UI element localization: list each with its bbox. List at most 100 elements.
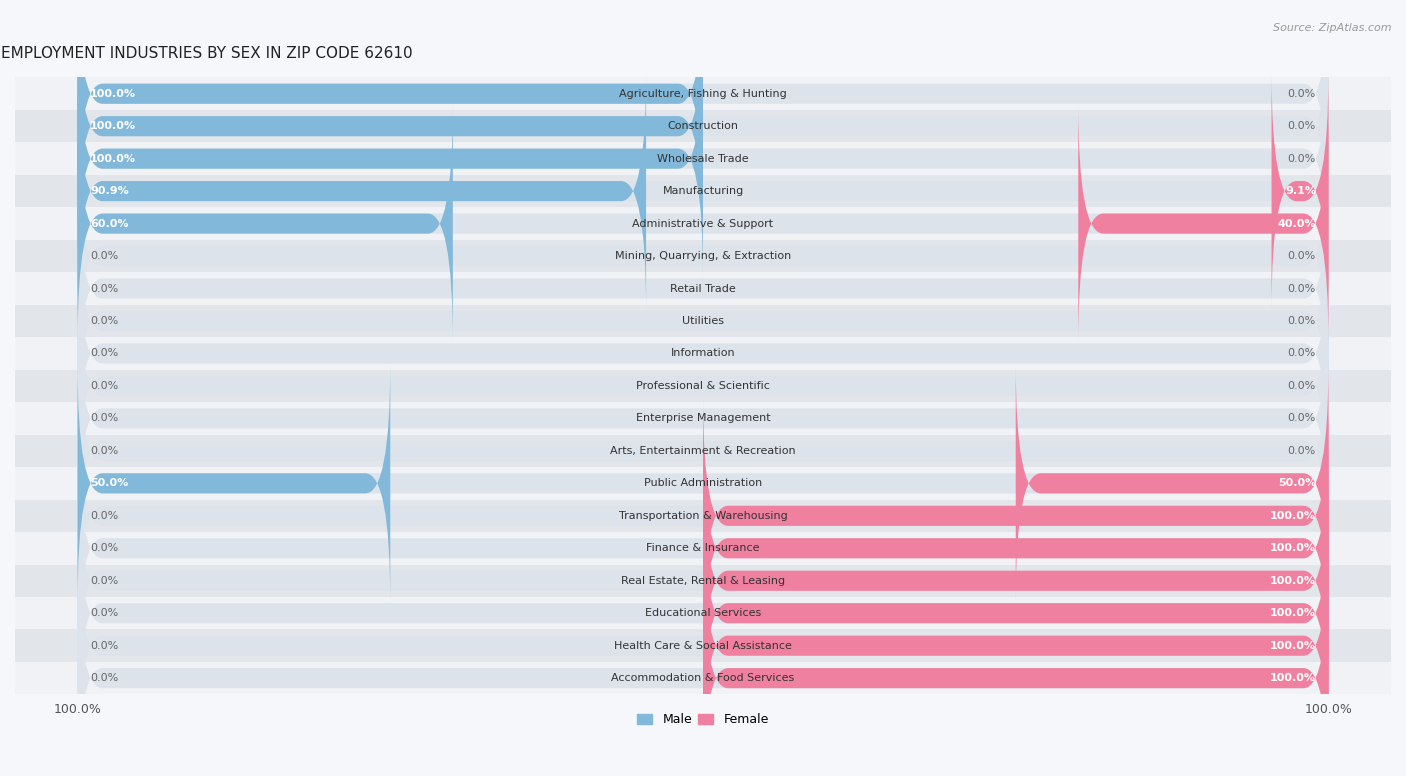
Text: 100.0%: 100.0% [90,154,136,164]
Text: 0.0%: 0.0% [90,543,118,553]
Text: Administrative & Support: Administrative & Support [633,219,773,229]
Text: Construction: Construction [668,121,738,131]
Text: 50.0%: 50.0% [90,478,128,488]
Bar [15,338,1391,369]
Bar [15,110,1391,143]
Bar [15,207,1391,240]
Text: 0.0%: 0.0% [90,608,118,618]
Bar [15,240,1391,272]
FancyBboxPatch shape [703,461,1329,701]
FancyBboxPatch shape [77,234,1329,473]
Bar [15,500,1391,532]
Text: Finance & Insurance: Finance & Insurance [647,543,759,553]
FancyBboxPatch shape [1078,104,1329,344]
Text: Wholesale Trade: Wholesale Trade [657,154,749,164]
Bar [15,662,1391,695]
Text: Source: ZipAtlas.com: Source: ZipAtlas.com [1274,23,1392,33]
Bar [15,467,1391,500]
Text: Manufacturing: Manufacturing [662,186,744,196]
FancyBboxPatch shape [703,428,1329,668]
Legend: Male, Female: Male, Female [633,708,773,731]
Text: Transportation & Warehousing: Transportation & Warehousing [619,511,787,521]
Text: 0.0%: 0.0% [1288,316,1316,326]
Text: Agriculture, Fishing & Hunting: Agriculture, Fishing & Hunting [619,88,787,99]
Text: Mining, Quarrying, & Extraction: Mining, Quarrying, & Extraction [614,251,792,261]
FancyBboxPatch shape [1271,71,1329,311]
FancyBboxPatch shape [77,137,1329,376]
Text: 100.0%: 100.0% [1270,511,1316,521]
Text: 0.0%: 0.0% [90,641,118,651]
Text: 0.0%: 0.0% [1288,414,1316,424]
Text: 0.0%: 0.0% [90,673,118,683]
Text: 0.0%: 0.0% [1288,283,1316,293]
Text: Utilities: Utilities [682,316,724,326]
FancyBboxPatch shape [703,396,1329,636]
Text: 0.0%: 0.0% [1288,251,1316,261]
FancyBboxPatch shape [77,104,453,344]
FancyBboxPatch shape [77,0,1329,213]
Text: Arts, Entertainment & Recreation: Arts, Entertainment & Recreation [610,446,796,456]
Bar [15,305,1391,338]
Text: 0.0%: 0.0% [90,283,118,293]
Bar [15,78,1391,110]
Text: 90.9%: 90.9% [90,186,129,196]
FancyBboxPatch shape [77,526,1329,765]
Text: 0.0%: 0.0% [90,576,118,586]
Bar [15,564,1391,597]
Bar [15,272,1391,305]
FancyBboxPatch shape [77,428,1329,668]
Text: 0.0%: 0.0% [1288,381,1316,391]
Text: 40.0%: 40.0% [1278,219,1316,229]
Text: Educational Services: Educational Services [645,608,761,618]
FancyBboxPatch shape [77,331,1329,570]
Text: Professional & Scientific: Professional & Scientific [636,381,770,391]
Bar [15,435,1391,467]
Bar [15,532,1391,564]
Text: Real Estate, Rental & Leasing: Real Estate, Rental & Leasing [621,576,785,586]
Text: 100.0%: 100.0% [90,88,136,99]
Bar [15,597,1391,629]
FancyBboxPatch shape [77,461,1329,701]
Text: 0.0%: 0.0% [1288,446,1316,456]
Text: 0.0%: 0.0% [90,251,118,261]
Text: Retail Trade: Retail Trade [671,283,735,293]
Text: 9.1%: 9.1% [1285,186,1316,196]
FancyBboxPatch shape [703,559,1329,776]
Text: 100.0%: 100.0% [90,121,136,131]
Text: 100.0%: 100.0% [1270,576,1316,586]
FancyBboxPatch shape [77,363,391,603]
FancyBboxPatch shape [77,299,1329,539]
FancyBboxPatch shape [77,363,1329,603]
FancyBboxPatch shape [77,39,703,279]
FancyBboxPatch shape [77,39,1329,279]
FancyBboxPatch shape [77,168,1329,408]
Text: 0.0%: 0.0% [1288,154,1316,164]
Text: Enterprise Management: Enterprise Management [636,414,770,424]
Text: Health Care & Social Assistance: Health Care & Social Assistance [614,641,792,651]
Text: 100.0%: 100.0% [1270,673,1316,683]
Text: Information: Information [671,348,735,359]
Text: 0.0%: 0.0% [1288,121,1316,131]
FancyBboxPatch shape [703,494,1329,733]
Text: 0.0%: 0.0% [1288,88,1316,99]
Text: Accommodation & Food Services: Accommodation & Food Services [612,673,794,683]
FancyBboxPatch shape [77,6,703,246]
Text: 0.0%: 0.0% [90,381,118,391]
Text: Public Administration: Public Administration [644,478,762,488]
Bar [15,175,1391,207]
Text: 100.0%: 100.0% [1270,608,1316,618]
Text: 0.0%: 0.0% [1288,348,1316,359]
Text: 0.0%: 0.0% [90,414,118,424]
FancyBboxPatch shape [77,71,1329,311]
Text: 50.0%: 50.0% [1278,478,1316,488]
FancyBboxPatch shape [77,396,1329,636]
FancyBboxPatch shape [1015,363,1329,603]
Bar [15,369,1391,402]
Text: 0.0%: 0.0% [90,446,118,456]
Text: 0.0%: 0.0% [90,316,118,326]
Text: 0.0%: 0.0% [90,348,118,359]
Bar [15,143,1391,175]
Text: 100.0%: 100.0% [1270,543,1316,553]
FancyBboxPatch shape [77,71,647,311]
FancyBboxPatch shape [77,559,1329,776]
